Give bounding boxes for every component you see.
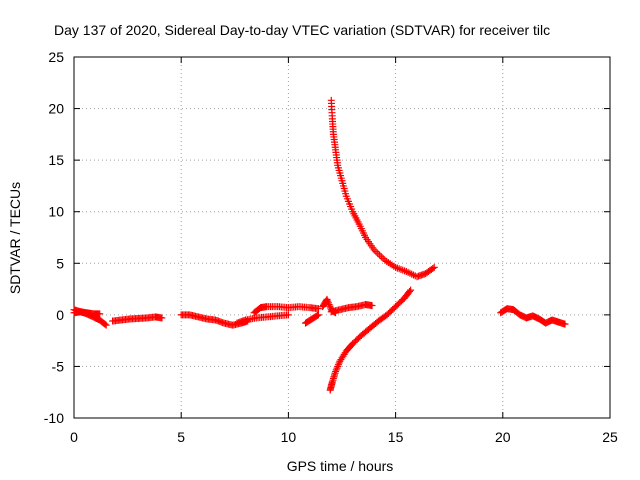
- data-point: [333, 364, 341, 372]
- data-point: [323, 295, 331, 303]
- data-point: [326, 302, 334, 310]
- data-point: [101, 320, 109, 328]
- data-point: [334, 361, 342, 369]
- data-series-arc-10: [327, 96, 438, 281]
- x-tick-label: 25: [602, 429, 618, 445]
- data-point: [334, 362, 342, 370]
- x-tick-label: 5: [177, 429, 185, 445]
- data-points: [70, 96, 569, 394]
- data-point: [324, 297, 332, 305]
- data-point: [332, 366, 340, 374]
- data-series-arc-11: [497, 305, 569, 328]
- data-point: [332, 368, 340, 376]
- y-tick-label: 10: [48, 204, 64, 220]
- data-point: [324, 299, 332, 307]
- data-point: [430, 263, 438, 271]
- x-axis-label: GPS time / hours: [287, 458, 394, 474]
- data-series-arc-4: [233, 311, 292, 327]
- data-point: [376, 251, 384, 259]
- y-tick-label: 15: [48, 152, 64, 168]
- data-series-arc-8: [327, 301, 376, 316]
- data-point: [96, 310, 104, 318]
- data-series-arc-6: [302, 311, 322, 327]
- data-point: [406, 287, 414, 295]
- data-point: [314, 305, 322, 313]
- x-tick-label: 10: [281, 429, 297, 445]
- y-tick-label: 20: [48, 101, 64, 117]
- data-point: [561, 320, 569, 328]
- data-point: [325, 301, 333, 309]
- grid: [74, 57, 610, 418]
- data-point: [158, 314, 166, 322]
- x-tick-label: 20: [495, 429, 511, 445]
- data-point: [313, 312, 321, 320]
- x-tick-label: 0: [70, 429, 78, 445]
- chart-title: Day 137 of 2020, Sidereal Day-to-day VTE…: [54, 22, 550, 38]
- y-tick-label: 0: [56, 307, 64, 323]
- axis-ticks: 0 5 10 15 20 25 -10 -5 0 5 10 15 20 25: [44, 49, 618, 445]
- data-point: [314, 311, 322, 319]
- data-point: [407, 286, 415, 294]
- data-point: [372, 248, 380, 256]
- plot-frame: [73, 56, 611, 419]
- x-tick-label: 15: [388, 429, 404, 445]
- data-point: [374, 249, 382, 257]
- data-series-arc-1b: [70, 308, 104, 318]
- y-tick-label: 25: [48, 49, 64, 65]
- data-point: [429, 264, 437, 272]
- data-series-arc-2: [109, 313, 166, 325]
- y-tick-label: 5: [56, 255, 64, 271]
- data-series-arc-5: [250, 303, 322, 317]
- data-point: [377, 253, 385, 261]
- y-axis-label: SDTVAR / TECUs: [7, 182, 23, 294]
- data-series-arc-9: [326, 286, 415, 394]
- data-point: [368, 302, 376, 310]
- data-point: [102, 321, 110, 329]
- data-point: [284, 311, 292, 319]
- y-tick-label: -5: [52, 358, 65, 374]
- y-tick-label: -10: [44, 410, 64, 426]
